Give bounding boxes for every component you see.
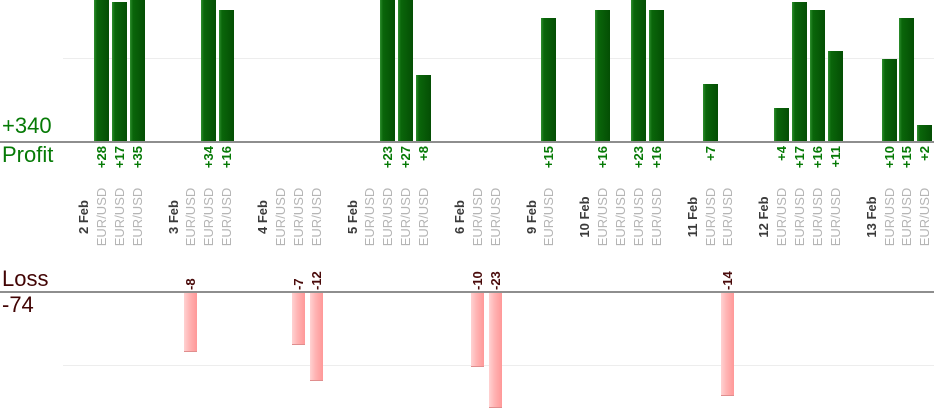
loss-bar bbox=[309, 293, 323, 381]
profit-value-label: +35 bbox=[129, 146, 145, 169]
date-label: 13 Feb bbox=[863, 196, 879, 238]
symbol-label: EUR/USD bbox=[792, 187, 807, 247]
loss-value-label: -14 bbox=[720, 271, 736, 290]
loss-axis-label: Loss bbox=[2, 266, 49, 291]
symbol-label: EUR/USD bbox=[219, 187, 235, 247]
symbol-label: EUR/USD bbox=[899, 187, 915, 247]
profit-value-label: +16 bbox=[648, 146, 664, 169]
symbol-label: EUR/USD bbox=[129, 187, 145, 247]
symbol-label: EUR/USD bbox=[362, 187, 378, 247]
profit-value-label: +15 bbox=[899, 146, 915, 169]
profit-value-label: +23 bbox=[630, 146, 646, 169]
profit-bar bbox=[881, 59, 897, 141]
profit-bar bbox=[774, 108, 790, 141]
date-label: 5 Feb bbox=[344, 200, 360, 234]
profit-axis-label: Profit bbox=[2, 142, 54, 167]
date-label: 12 Feb bbox=[756, 196, 772, 238]
profit-value-label: +17 bbox=[792, 146, 807, 169]
profit-value-label: +34 bbox=[201, 146, 217, 169]
profit-bar bbox=[201, 0, 217, 141]
profit-value-label: +16 bbox=[595, 146, 611, 169]
profit-value-label: +23 bbox=[380, 146, 396, 169]
profit-value-label: +27 bbox=[398, 146, 414, 169]
date-label: 3 Feb bbox=[165, 200, 181, 234]
profit-total-label: +340 bbox=[2, 113, 52, 138]
symbol-label: EUR/USD bbox=[720, 187, 736, 247]
loss-value-label: -10 bbox=[469, 271, 485, 290]
date-label: 10 Feb bbox=[577, 196, 593, 238]
symbol-label: EUR/USD bbox=[487, 187, 503, 247]
profit-bar bbox=[129, 0, 145, 141]
symbol-label: EUR/USD bbox=[702, 187, 718, 247]
symbol-label: EUR/USD bbox=[613, 187, 628, 247]
symbol-label: EUR/USD bbox=[308, 187, 324, 247]
profit-value-label: +2 bbox=[917, 146, 933, 161]
profit-bar bbox=[93, 0, 109, 141]
profit-bar bbox=[630, 0, 646, 141]
profit-bar bbox=[380, 0, 396, 141]
loss-value-label: -8 bbox=[183, 278, 199, 290]
profit-bar bbox=[416, 75, 432, 141]
loss-value-label: -7 bbox=[290, 278, 306, 290]
symbol-label: EUR/USD bbox=[774, 187, 790, 247]
profit-value-label: +4 bbox=[774, 146, 790, 161]
profit-bar bbox=[111, 2, 127, 141]
symbol-label: EUR/USD bbox=[201, 187, 217, 247]
loss-baseline bbox=[0, 291, 934, 293]
symbol-label: EUR/USD bbox=[398, 187, 414, 247]
profit-value-label: +28 bbox=[93, 146, 109, 169]
loss-bar bbox=[470, 293, 484, 367]
symbol-label: EUR/USD bbox=[290, 187, 306, 247]
symbol-label: EUR/USD bbox=[469, 187, 485, 247]
profit-bar bbox=[827, 51, 843, 141]
symbol-label: EUR/USD bbox=[380, 187, 396, 247]
symbol-label: EUR/USD bbox=[111, 187, 127, 247]
loss-value-label: -12 bbox=[308, 271, 324, 290]
profit-bar bbox=[648, 10, 664, 141]
profit-value-label: +17 bbox=[111, 146, 127, 169]
symbol-label: EUR/USD bbox=[541, 187, 557, 247]
profit-bar bbox=[398, 0, 414, 141]
symbol-label: EUR/USD bbox=[648, 187, 664, 247]
loss-bar bbox=[184, 293, 198, 352]
symbol-label: EUR/USD bbox=[630, 187, 646, 247]
profit-value-label: +8 bbox=[416, 146, 432, 161]
profit-bar bbox=[899, 18, 915, 141]
profit-bar bbox=[809, 10, 825, 141]
loss-bar bbox=[488, 293, 502, 408]
profit-bar bbox=[595, 10, 611, 141]
symbol-label: EUR/USD bbox=[183, 187, 199, 247]
profit-value-label: +11 bbox=[827, 146, 843, 168]
profit-bar bbox=[541, 18, 557, 141]
date-label: 2 Feb bbox=[76, 200, 91, 234]
profit-value-label: +16 bbox=[219, 146, 235, 169]
date-label: 6 Feb bbox=[451, 200, 467, 234]
symbol-label: EUR/USD bbox=[595, 187, 611, 247]
date-label: 4 Feb bbox=[255, 200, 270, 234]
symbol-label: EUR/USD bbox=[881, 187, 897, 247]
symbol-label: EUR/USD bbox=[416, 187, 432, 247]
symbol-label: EUR/USD bbox=[827, 187, 843, 247]
symbol-label: EUR/USD bbox=[93, 187, 109, 247]
loss-bar bbox=[291, 293, 305, 345]
symbol-label: EUR/USD bbox=[809, 187, 825, 247]
profit-baseline bbox=[0, 141, 934, 143]
symbol-label: EUR/USD bbox=[917, 187, 933, 247]
date-label: 9 Feb bbox=[523, 200, 539, 234]
loss-value-label: -23 bbox=[487, 271, 503, 290]
profit-value-label: +15 bbox=[541, 146, 557, 169]
symbol-label: EUR/USD bbox=[272, 187, 288, 247]
profit-value-label: +10 bbox=[881, 146, 897, 169]
loss-bar bbox=[721, 293, 735, 396]
profit-value-label: +7 bbox=[702, 146, 718, 161]
profit-gridline bbox=[63, 58, 934, 59]
date-label: 11 Feb bbox=[684, 196, 700, 238]
profit-value-label: +16 bbox=[809, 146, 825, 169]
profit-bar bbox=[219, 10, 235, 141]
profit-bar bbox=[702, 84, 718, 141]
profit-bar bbox=[792, 2, 807, 141]
loss-total-label: -74 bbox=[2, 292, 34, 317]
profit-bar bbox=[917, 125, 933, 141]
